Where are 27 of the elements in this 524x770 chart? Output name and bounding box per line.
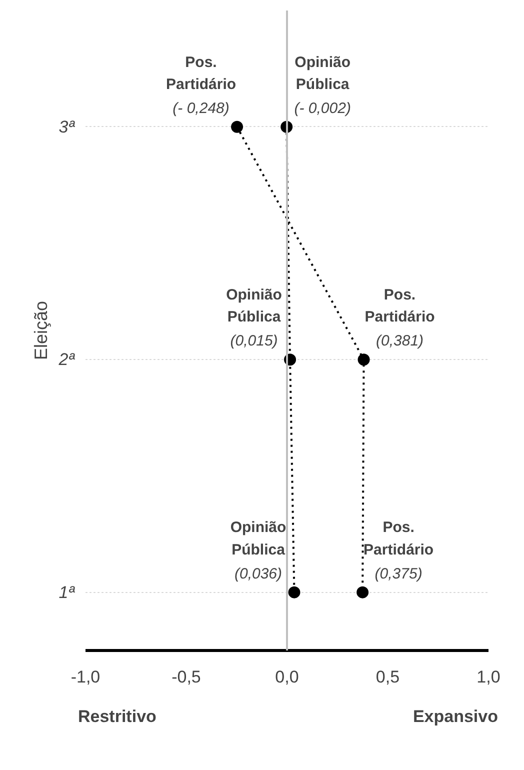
data-label: (- 0,002) <box>294 100 351 117</box>
y-tick-label: 3ª <box>58 117 76 136</box>
x-tick-label: 1,0 <box>476 668 500 686</box>
text: Pos. Partidário <box>166 54 236 93</box>
x-tick-label: -1,0 <box>70 668 100 686</box>
text: Restritivo <box>78 706 156 728</box>
series-label: Opinião Pública <box>230 519 286 558</box>
x-tick-label: 0,0 <box>275 668 299 686</box>
y-axis-title: Eleição <box>30 300 51 360</box>
series-label: Pos. Partidário <box>364 519 434 558</box>
text: Expansivo <box>412 706 498 728</box>
text: Opinião Pública <box>294 54 351 93</box>
data-label: (0,036) <box>234 565 282 582</box>
y-tick-label: 1ª <box>58 582 76 602</box>
x-tick-label: 0,5 <box>376 668 400 686</box>
text: Pos. Partidário <box>364 286 435 326</box>
data-label: (0,381) <box>376 332 424 350</box>
data-label: (- 0,248) <box>172 100 230 117</box>
data-label: (0,015) <box>230 332 278 350</box>
point <box>231 120 244 133</box>
point <box>358 354 370 366</box>
y-tick-label: 2ª <box>58 350 76 370</box>
data-label: (0,375) <box>374 565 422 582</box>
text: Opinião Pública <box>226 286 282 326</box>
x-tick-label: -0,5 <box>172 668 201 686</box>
point <box>356 586 369 598</box>
point <box>288 586 300 598</box>
